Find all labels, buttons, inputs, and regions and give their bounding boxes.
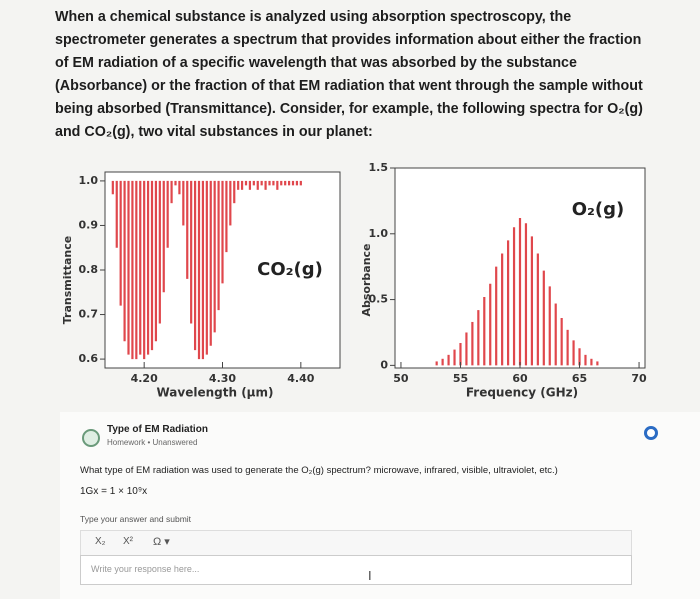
- y-tick-label: 0.7: [79, 308, 99, 321]
- superscript-button[interactable]: X²: [123, 536, 133, 547]
- y-axis-label: Transmittance: [61, 236, 74, 325]
- category: Homework: [107, 438, 146, 447]
- y-axis-label: Absorbance: [360, 243, 373, 316]
- x-tick-label: 4.40: [287, 372, 314, 385]
- y-tick-label: 0.9: [79, 218, 99, 231]
- charts: 1.0 0.9 0.8 0.7 0.6 4.20 4.30 4.40 Wavelength (µ…: [61, 161, 647, 400]
- x-tick-label: 50: [393, 372, 409, 385]
- x-axis-label: Wavelength (µm): [156, 386, 273, 400]
- x-tick-label: 65: [572, 372, 587, 385]
- question-text: What type of EM radiation was used to ge…: [80, 465, 558, 476]
- status: Unanswered: [152, 438, 198, 447]
- x-tick-label: 4.30: [209, 372, 236, 385]
- response-input[interactable]: Write your response here...: [80, 555, 632, 585]
- intro-text: When a chemical substance is analyzed us…: [55, 9, 643, 140]
- y-tick-label: 0.8: [79, 263, 99, 276]
- symbol-button[interactable]: Ω ▾: [153, 536, 170, 548]
- x-tick-label: 4.20: [131, 372, 158, 385]
- species-label: CO₂(g): [257, 259, 323, 280]
- y-tick-label: 0.6: [79, 352, 99, 365]
- y-tick-label: 1.0: [79, 174, 99, 187]
- y-tick-label: 0: [380, 358, 388, 371]
- text-cursor: I: [368, 568, 372, 583]
- question-meta: Homework • Unanswered: [107, 438, 198, 447]
- question-title: Type of EM Radiation: [107, 424, 208, 435]
- subscript-button[interactable]: X₂: [95, 536, 106, 547]
- question-icon: [82, 429, 100, 447]
- status-radio[interactable]: [644, 426, 658, 440]
- question-hint: 1Gx = 1 × 10⁹x: [80, 486, 148, 497]
- y-tick-label: 1.5: [369, 161, 389, 174]
- x-axis-label: Frequency (GHz): [466, 386, 578, 400]
- y-tick-label: 1.0: [369, 227, 389, 240]
- editor-toolbar: X₂ X² Ω ▾: [80, 530, 632, 556]
- y-tick-label: 0.5: [369, 293, 389, 306]
- instruction: Type your answer and submit: [80, 514, 192, 524]
- x-tick-label: 55: [453, 372, 468, 385]
- x-tick-label: 60: [512, 372, 528, 385]
- x-tick-label: 70: [631, 372, 647, 385]
- placeholder: Write your response here...: [91, 564, 200, 574]
- species-label: O₂(g): [572, 199, 625, 220]
